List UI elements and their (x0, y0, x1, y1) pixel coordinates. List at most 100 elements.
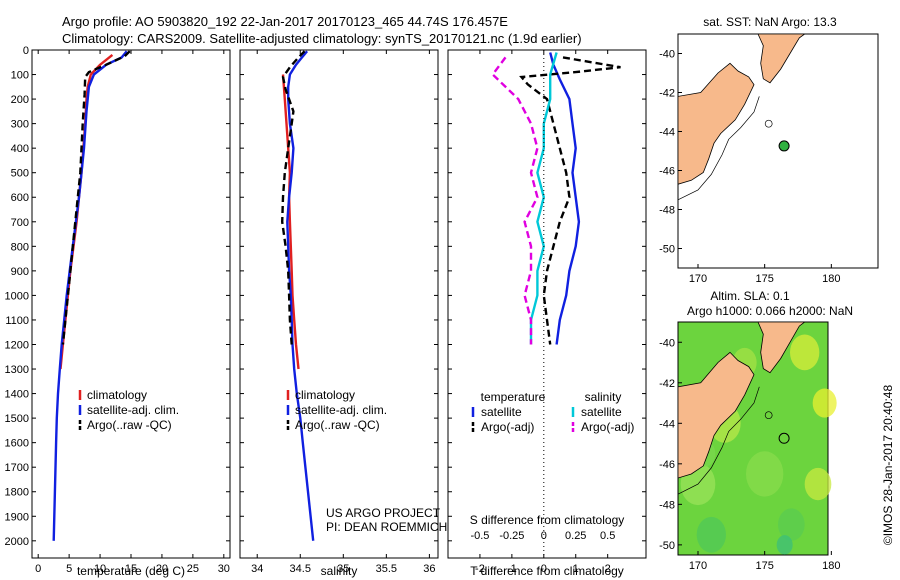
map-lat-tick-label: -48 (659, 205, 675, 217)
sst-map-landmass (677, 33, 806, 268)
depth-tick-label: 1900 (5, 511, 29, 523)
map-lat-tick-label: -50 (659, 244, 675, 256)
pi-annotation: PI: DEAN ROEMMICH (326, 520, 447, 534)
x-tick-label: 30 (218, 563, 230, 575)
temperature-axes-frame (31, 49, 231, 559)
difference-legend: temperature salinitysatelliteArgo(-adj)sa… (471, 390, 634, 434)
x-tick-label: 35.5 (376, 563, 397, 575)
difference-axes-frame (447, 49, 647, 559)
map-lat-tick-label: -40 (659, 337, 675, 349)
depth-tick-label: 1700 (5, 462, 29, 474)
depth-tick-labels: 0 100 200 300 400 500 600 700 800 900 1000 1100 1200… (5, 45, 29, 548)
sla-field-blob (776, 535, 793, 555)
salinity-tick-labels: 34 34.5 35 35.5 36 (251, 563, 435, 575)
x-tick-label: 0 (541, 563, 547, 575)
sla-map-title-1: Altim. SLA: 0.1 (710, 289, 790, 303)
depth-tick-label: 900 (11, 266, 29, 278)
sst-map-title: sat. SST: NaN Argo: 13.3 (703, 15, 837, 29)
t-difference-label: T difference from climatology (470, 564, 624, 578)
south-island-landmass (677, 62, 755, 268)
legend-label: Argo(..raw -QC) (295, 418, 380, 432)
depth-tick-label: 2000 (5, 536, 29, 548)
depth-tick-label: 300 (11, 119, 29, 131)
map-lat-tick-label: -44 (659, 418, 675, 430)
x-tick-label: 15 (125, 563, 137, 575)
s-scale-tick-label: 0.25 (565, 530, 586, 542)
legend-label: satellite-adj. clim. (295, 403, 387, 417)
project-annotation: US ARGO PROJECT (326, 506, 441, 520)
map-lon-tick-label: 180 (822, 273, 840, 285)
depth-tick-label: 100 (11, 70, 29, 82)
imos-timestamp-label: ©IMOS 28-Jan-2017 20:40:48 (881, 385, 895, 546)
depth-tick-label: 200 (11, 94, 29, 106)
difference-tick-labels: -2 -1 0 1 2 -0.5 -0.25 0 0.25 0.5 (470, 530, 615, 575)
map-lat-tick-label: -44 (659, 127, 675, 139)
argo-float-marker (778, 432, 790, 444)
series-line-satellite-adj-clim- (52, 50, 128, 541)
series-line-climatology (281, 74, 300, 370)
map-lon-tick-label: 180 (822, 560, 840, 572)
map-lat-tick-label: -46 (659, 459, 675, 471)
s-scale-tick-label: 0 (541, 530, 547, 542)
x-tick-label: -2 (475, 563, 485, 575)
x-tick-label: 2 (605, 563, 611, 575)
series-line-satellite-adj-clim- (286, 50, 315, 541)
map-lat-tick-label: -42 (659, 378, 675, 390)
north-island-landmass (757, 321, 806, 374)
s-scale-tick-label: -0.5 (470, 530, 489, 542)
sla-field-blob (812, 388, 837, 418)
legend-label: Argo(..raw -QC) (87, 418, 172, 432)
depth-tick-label: 1100 (5, 315, 29, 327)
chatham-rise-contour (764, 119, 773, 128)
x-tick-label: 36 (423, 563, 435, 575)
legend-label: satellite (481, 405, 522, 419)
series-line-temperature-argo-adj- (519, 56, 621, 345)
depth-tick-label: 500 (11, 168, 29, 180)
legend-header-salinity: salinity (585, 390, 622, 404)
x-tick-label: 0 (35, 563, 41, 575)
x-tick-label: 1 (573, 563, 579, 575)
sla-field-blob (804, 467, 832, 501)
series-line-salinity-satellite (529, 52, 558, 345)
depth-tick-label: 1600 (5, 438, 29, 450)
map-lat-tick-label: -50 (659, 540, 675, 552)
salinity-xlabel: salinity (321, 564, 358, 578)
depth-tick-label: 1400 (5, 389, 29, 401)
salinity-axes-frame (239, 49, 439, 559)
shelf-contour (677, 386, 760, 495)
difference-profile-panel: -2 -1 0 1 2 -0.5 -0.25 0 0.25 0.5 S difference fr… (447, 49, 647, 578)
temperature-tick-labels: 0 5 10 15 20 25 30 (35, 563, 230, 575)
shelf-contour (677, 96, 760, 201)
legend-label: Argo(-adj) (581, 420, 634, 434)
series-line-temperature-satellite (549, 52, 581, 345)
header-line-1: Argo profile: AO 5903820_192 22-Jan-2017… (62, 14, 508, 29)
map-lat-tick-label: -48 (659, 499, 675, 511)
salinity-profile-panel: 34 34.5 35 35.5 36 salinity climatologysatel… (239, 49, 447, 578)
depth-tick-label: 800 (11, 241, 29, 253)
legend-header-temperature: temperature (481, 390, 546, 404)
x-tick-label: 34.5 (290, 563, 311, 575)
legend-label: climatology (295, 388, 355, 402)
chatham-rise-contour (764, 411, 773, 420)
sla-map-tick-labels: 170 175 180 -40 -42 -44 -46 -48 -50 (659, 337, 840, 572)
sla-field-blob (696, 516, 726, 553)
depth-tick-label: 1800 (5, 487, 29, 499)
x-tick-label: 34 (251, 563, 263, 575)
argo-float-marker (778, 140, 790, 152)
map-lon-tick-label: 170 (689, 273, 707, 285)
series-line-salinity-argo-adj- (491, 56, 539, 345)
south-island-landmass (677, 351, 755, 555)
north-island-landmass (757, 33, 806, 84)
s-scale-tick-label: -0.25 (499, 530, 524, 542)
x-tick-label: 5 (66, 563, 72, 575)
series-line-argo-raw-qc- (61, 50, 131, 345)
sla-field-blob (746, 451, 784, 497)
x-tick-label: 10 (94, 563, 106, 575)
depth-tick-label: 1000 (5, 290, 29, 302)
sst-map-tick-labels: 170 175 180 -40 -42 -44 -46 -48 -50 (659, 49, 840, 286)
sla-map-panel: Altim. SLA: 0.1 Argo h1000: 0.066 h2000:… (659, 289, 853, 572)
sla-map-title-2: Argo h1000: 0.066 h2000: NaN (687, 304, 853, 318)
depth-tick-label: 1500 (5, 413, 29, 425)
difference-series (491, 52, 621, 345)
